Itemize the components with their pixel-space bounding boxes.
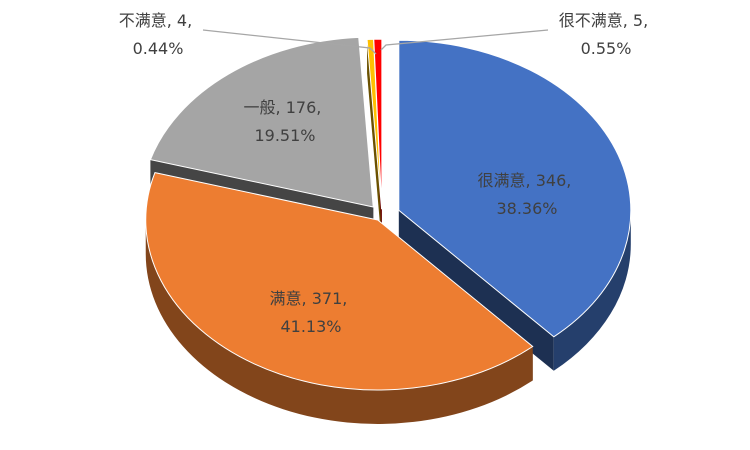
data-label-henbumanyi: 很不满意, 5, 0.55% bbox=[559, 11, 654, 58]
data-label-henmanyi: 很满意, 346, 38.36% bbox=[478, 171, 577, 218]
data-label-yiban: 一般, 176, 19.51% bbox=[244, 98, 327, 145]
pie-slice-yiban bbox=[149, 36, 374, 208]
pie-slice-henbumanyi bbox=[373, 38, 383, 210]
slice-side-bumanyi-0 bbox=[367, 39, 382, 244]
slice-side-henmanyi-1 bbox=[398, 210, 554, 371]
data-labels: 很满意, 346, 38.36% 满意, 371, 41.13% 一般, 176… bbox=[119, 11, 654, 336]
data-label-bumanyi: 不满意, 4, 0.44% bbox=[119, 11, 198, 58]
slice-rim-manyi-0 bbox=[145, 219, 533, 424]
pie-top-layer bbox=[145, 36, 632, 391]
data-label-manyi: 满意, 371, 41.13% bbox=[270, 289, 353, 336]
leader-line-bumanyi bbox=[202, 29, 377, 55]
pie-slice-manyi bbox=[145, 172, 534, 391]
pie-slice-henmanyi bbox=[398, 39, 632, 338]
slice-rim-henmanyi-0 bbox=[553, 210, 631, 371]
leader-lines bbox=[202, 29, 549, 55]
leader-line-henbumanyi bbox=[380, 29, 549, 51]
